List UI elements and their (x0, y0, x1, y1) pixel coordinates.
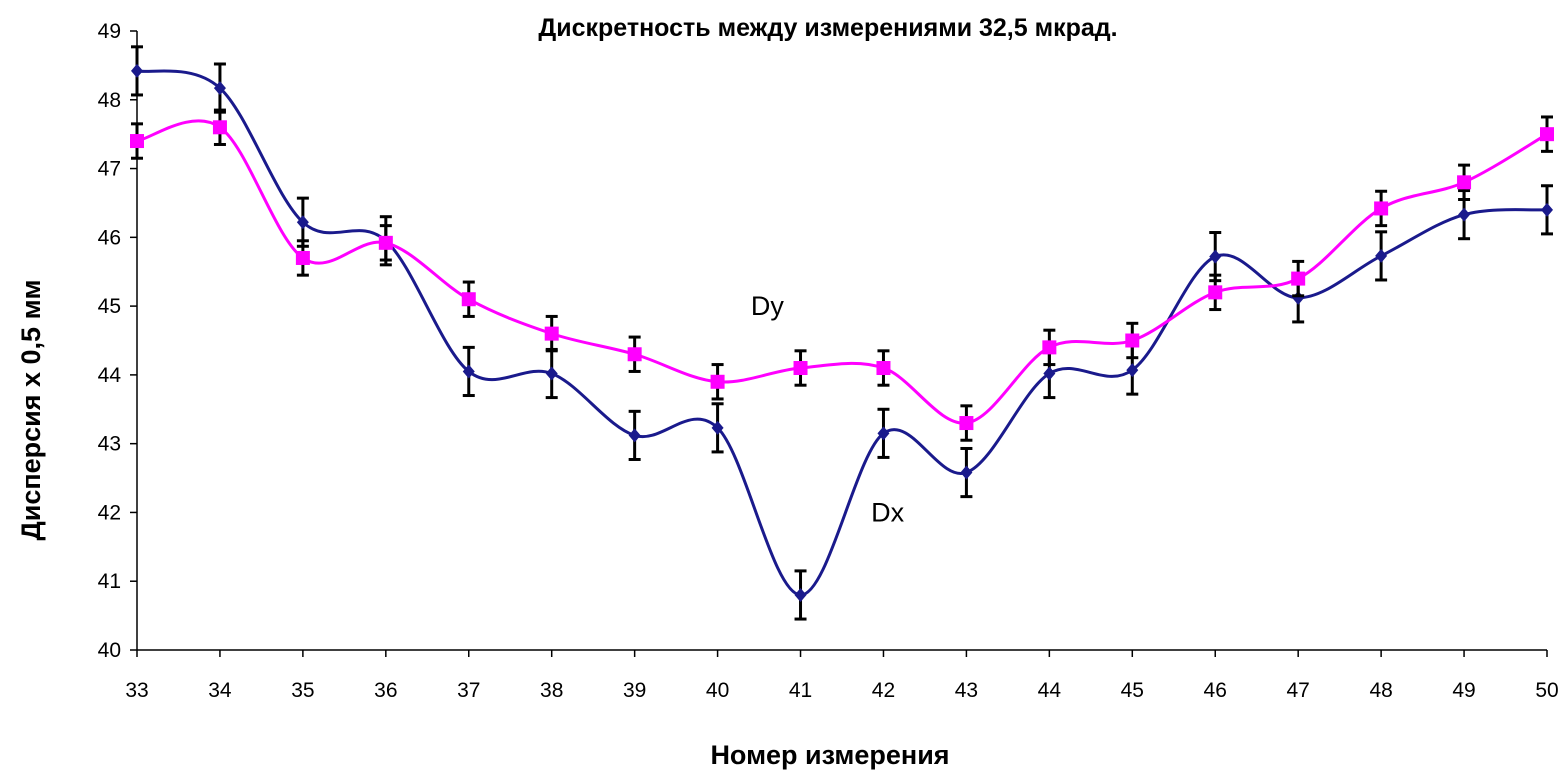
x-tick-label: 47 (1286, 679, 1309, 702)
point-dy (212, 120, 227, 135)
point-dy (1457, 175, 1472, 190)
series-dy (130, 108, 1554, 442)
point-dy (544, 326, 559, 341)
y-tick-label: 41 (98, 570, 121, 593)
axes: 40 41 42 43 44 45 46 47 48 49 33 34 35 36 37 38 39 40 41 42… (98, 20, 1559, 702)
point-dx (1375, 248, 1388, 263)
label-dx: Dx (871, 497, 904, 527)
point-dy (1208, 285, 1223, 300)
y-tick-label: 49 (98, 20, 121, 43)
y-tick-label: 48 (98, 89, 121, 112)
point-dy (295, 250, 310, 265)
x-axis-title: Номер измерения (710, 740, 949, 770)
y-axis-title: Дисперсия х 0,5 мм (16, 279, 46, 540)
point-dy (876, 361, 891, 376)
x-tick-label: 45 (1121, 679, 1144, 702)
point-dy (1042, 340, 1057, 355)
series-layer (130, 45, 1554, 621)
label-dy: Dy (751, 291, 784, 321)
y-tick-label: 46 (98, 226, 121, 249)
series-dy-line (136, 119, 1548, 425)
x-tick-label: 44 (1038, 679, 1062, 702)
point-dx (213, 81, 226, 96)
point-dy (461, 292, 476, 307)
y-tick-label: 47 (98, 158, 121, 181)
chart-title: Дискретность между измерениями 32,5 мкра… (538, 14, 1117, 42)
x-tick-label: 35 (291, 679, 314, 702)
x-tick-label: 43 (955, 679, 978, 702)
point-dx (1209, 249, 1222, 264)
point-dx (296, 215, 309, 230)
x-tick-label: 40 (706, 679, 729, 702)
x-tick-label: 38 (540, 679, 563, 702)
point-dx (1126, 363, 1139, 378)
series-dx (131, 45, 1553, 621)
point-dy (1291, 271, 1306, 286)
point-dx (711, 420, 724, 435)
x-tick-label: 34 (208, 679, 232, 702)
point-dy (1374, 201, 1389, 216)
x-tick-label: 39 (623, 679, 646, 702)
x-tick-label: 33 (125, 679, 148, 702)
point-dy (959, 416, 974, 431)
point-dx (794, 587, 807, 602)
point-dy (130, 134, 144, 149)
y-tick-label: 42 (98, 501, 121, 524)
point-dy (627, 347, 642, 362)
annotation-layer: Dy Dx (751, 291, 905, 527)
point-dx (628, 428, 641, 443)
point-dx (462, 364, 475, 379)
point-dy (1125, 333, 1140, 348)
y-tick-label: 40 (98, 639, 121, 662)
y-tick-label: 44 (98, 364, 122, 387)
point-dy (793, 361, 808, 376)
x-tick-label: 48 (1369, 679, 1392, 702)
point-dx (1458, 207, 1471, 222)
y-tick-label: 43 (98, 433, 121, 456)
point-dy (1540, 127, 1554, 142)
point-dy (378, 235, 393, 250)
series-dx-line (136, 69, 1548, 597)
x-tick-label: 42 (872, 679, 895, 702)
point-dx (545, 366, 558, 381)
x-tick-label: 41 (789, 679, 812, 702)
point-dy (710, 374, 725, 389)
y-tick-label: 45 (98, 295, 121, 318)
x-tick-label: 36 (374, 679, 397, 702)
x-tick-label: 50 (1535, 679, 1558, 702)
x-tick-label: 37 (457, 679, 480, 702)
point-dx (1043, 366, 1056, 381)
point-dx (960, 465, 973, 480)
point-dx (877, 426, 890, 441)
x-tick-label: 49 (1452, 679, 1475, 702)
x-tick-label: 46 (1204, 679, 1227, 702)
point-dx (131, 63, 143, 78)
point-dx (1541, 202, 1553, 217)
